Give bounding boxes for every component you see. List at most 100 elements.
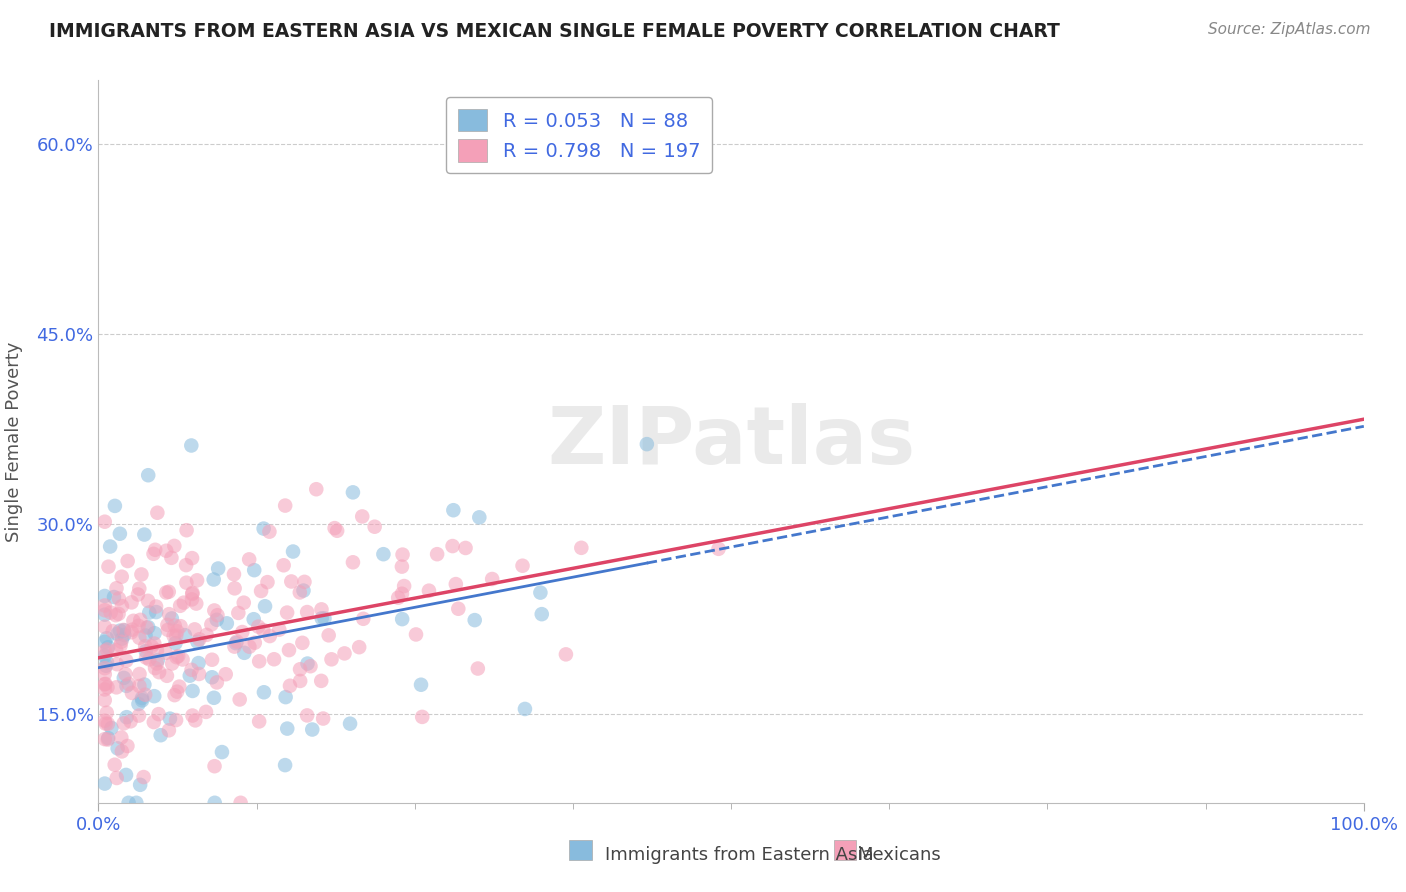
Point <box>111 632 134 646</box>
Point <box>163 539 186 553</box>
Point <box>391 612 413 626</box>
Point <box>128 582 150 596</box>
Point <box>93 599 117 613</box>
Point <box>93 603 117 617</box>
Point <box>100 721 122 735</box>
Point <box>93 515 117 529</box>
Point <box>94 716 117 731</box>
Text: Immigrants from Eastern Asia: Immigrants from Eastern Asia <box>605 846 873 863</box>
Point <box>243 636 266 650</box>
Point <box>274 499 297 513</box>
Point <box>157 584 180 599</box>
Point <box>93 714 117 728</box>
Point <box>97 731 120 746</box>
Point <box>128 619 150 633</box>
Point <box>146 653 169 667</box>
Point <box>118 677 141 691</box>
Point <box>166 624 188 639</box>
Point <box>108 591 131 606</box>
Point <box>131 691 153 706</box>
Point <box>530 607 553 622</box>
Point <box>112 628 135 642</box>
Point <box>135 621 157 635</box>
Point <box>228 692 250 706</box>
Point <box>93 644 117 658</box>
Point <box>352 612 374 626</box>
Point <box>143 689 166 703</box>
Point <box>186 574 208 588</box>
Point <box>96 655 118 669</box>
Point <box>97 640 120 655</box>
Point <box>342 485 364 500</box>
Point <box>110 731 132 745</box>
Point <box>104 757 127 772</box>
Point <box>187 656 209 670</box>
Point <box>143 661 166 675</box>
Point <box>464 613 486 627</box>
Point <box>94 658 117 673</box>
Point <box>112 671 135 685</box>
Point <box>127 587 149 601</box>
Point <box>107 627 129 641</box>
Point <box>513 702 536 716</box>
Point <box>232 596 254 610</box>
Point <box>176 575 198 590</box>
Point <box>93 589 117 603</box>
Point <box>100 606 122 620</box>
Point <box>205 675 228 690</box>
Point <box>238 552 260 566</box>
Point <box>93 682 117 697</box>
Point <box>339 716 361 731</box>
Point <box>295 708 318 723</box>
Point <box>96 681 118 695</box>
Point <box>273 558 295 573</box>
Point <box>242 612 264 626</box>
Point <box>183 623 205 637</box>
Point <box>93 667 117 681</box>
Point <box>276 606 298 620</box>
Point <box>454 541 477 555</box>
Point <box>172 652 194 666</box>
Point <box>392 579 415 593</box>
Point <box>136 594 159 608</box>
Point <box>231 625 253 640</box>
Point <box>135 628 157 642</box>
Point <box>128 708 150 723</box>
Point <box>311 602 333 616</box>
Point <box>105 581 128 595</box>
Point <box>311 611 333 625</box>
Point <box>387 591 409 605</box>
Point <box>96 642 118 657</box>
Point <box>555 648 578 662</box>
Point <box>200 617 222 632</box>
Point <box>444 577 467 591</box>
Point <box>156 618 179 632</box>
Point <box>278 679 301 693</box>
Point <box>207 608 229 623</box>
Point <box>269 623 291 637</box>
Point <box>179 669 201 683</box>
Point <box>224 640 246 654</box>
Point <box>149 728 172 742</box>
Point <box>215 616 238 631</box>
Point <box>411 710 433 724</box>
Point <box>207 561 229 575</box>
Point <box>112 624 135 638</box>
Point <box>467 661 489 675</box>
Point <box>122 614 145 628</box>
Point <box>181 587 204 601</box>
Point <box>238 640 260 654</box>
Point <box>180 438 202 452</box>
Point <box>247 714 270 729</box>
Point <box>155 543 177 558</box>
Point <box>181 551 204 566</box>
Point <box>136 620 159 634</box>
Point <box>104 499 127 513</box>
Point <box>312 712 335 726</box>
Point <box>146 506 169 520</box>
Point <box>186 634 208 648</box>
Point <box>233 646 256 660</box>
Point <box>138 606 160 620</box>
Point <box>157 607 180 622</box>
Point <box>117 796 139 810</box>
